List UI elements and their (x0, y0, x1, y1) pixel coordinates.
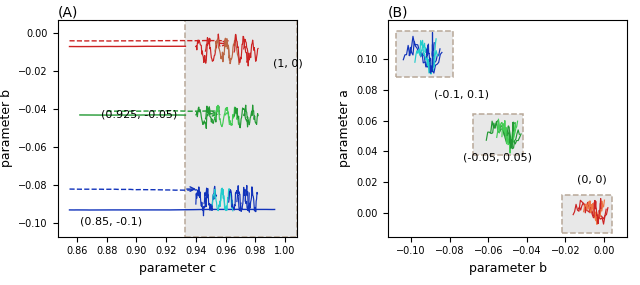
Bar (186, 20, 297, 237)
Bar (473, 114, 523, 154)
X-axis label: parameter b: parameter b (468, 262, 547, 275)
Text: (0.85, -0.1): (0.85, -0.1) (80, 216, 142, 226)
Bar (396, 31, 454, 77)
Text: (A): (A) (58, 6, 78, 20)
X-axis label: parameter c: parameter c (139, 262, 216, 275)
Text: (0.925, -0.05): (0.925, -0.05) (100, 110, 177, 120)
Text: (-0.05, 0.05): (-0.05, 0.05) (463, 153, 532, 163)
Bar (561, 195, 612, 233)
Text: (0, 0): (0, 0) (577, 174, 607, 184)
Text: (1, 0): (1, 0) (273, 59, 303, 69)
Y-axis label: parameter b: parameter b (0, 89, 13, 167)
Text: (-0.1, 0.1): (-0.1, 0.1) (434, 89, 489, 99)
Y-axis label: parameter a: parameter a (338, 89, 351, 167)
Text: (B): (B) (388, 6, 408, 20)
